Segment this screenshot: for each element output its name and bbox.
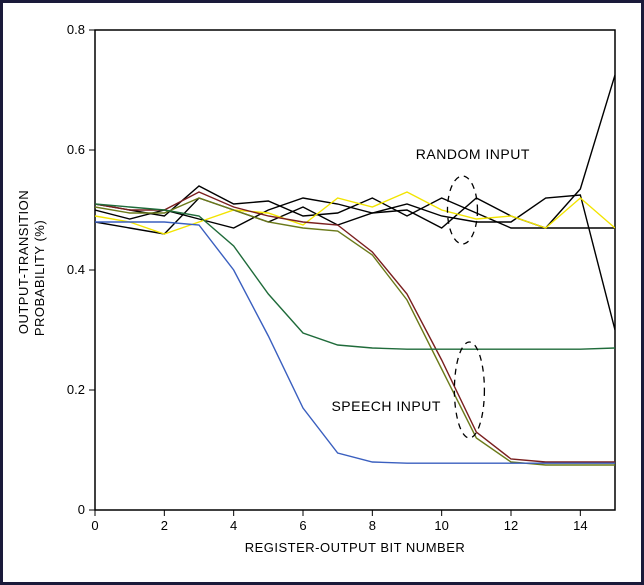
x-tick-label: 10 (434, 518, 448, 533)
y-tick-label: 0.6 (67, 142, 85, 157)
series-random-black-3 (95, 195, 615, 330)
y-tick-label: 0.2 (67, 382, 85, 397)
y-tick-label: 0 (78, 502, 85, 517)
series-random-black-2 (95, 186, 615, 228)
x-tick-label: 4 (230, 518, 237, 533)
x-tick-label: 8 (369, 518, 376, 533)
x-axis-title: REGISTER-OUTPUT BIT NUMBER (245, 540, 466, 555)
y-tick-label: 0.4 (67, 262, 85, 277)
y-tick-label: 0.8 (67, 22, 85, 37)
annotation-random-input: RANDOM INPUT (416, 146, 530, 162)
series-speech-darkred (95, 192, 615, 462)
series-speech-blue (95, 222, 615, 463)
x-tick-label: 2 (161, 518, 168, 533)
y-axis-title-line2: PROBABILITY (%) (32, 220, 47, 336)
series-random-black-1 (95, 75, 615, 234)
x-tick-label: 14 (573, 518, 587, 533)
x-tick-label: 6 (299, 518, 306, 533)
plot-border (95, 30, 615, 510)
annotation-speech-input: SPEECH INPUT (331, 398, 440, 414)
line-chart: 0 2 4 6 8 10 12 14 0 0.2 0.4 0.6 0.8 REGISTER-OUTPUT … (0, 0, 644, 585)
chart-container: 0 2 4 6 8 10 12 14 0 0.2 0.4 0.6 0.8 REGISTER-OUTPUT … (0, 0, 644, 585)
x-tick-label: 0 (91, 518, 98, 533)
y-axis-title-line1: OUTPUT-TRANSITION (16, 190, 31, 334)
x-tick-label: 12 (504, 518, 518, 533)
outer-frame (2, 2, 643, 584)
